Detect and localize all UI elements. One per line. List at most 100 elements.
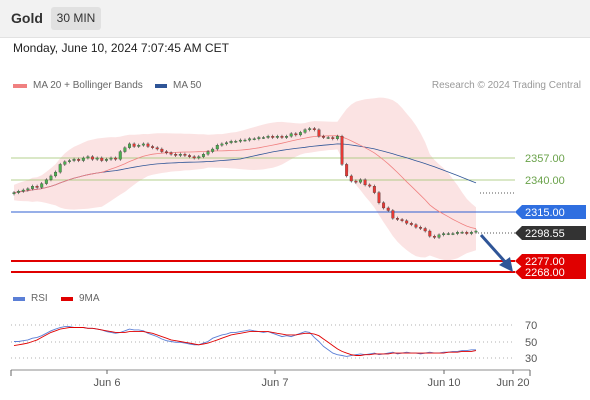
candle-body (215, 145, 219, 150)
candle (331, 135, 335, 141)
candle (423, 226, 427, 233)
candle (215, 143, 219, 151)
candle (400, 217, 404, 223)
candle-body (437, 234, 441, 238)
candle (211, 147, 215, 154)
candle (257, 135, 261, 141)
candle (322, 134, 325, 140)
candle-body (377, 192, 381, 203)
candle (234, 139, 238, 143)
candle (437, 233, 441, 239)
pivot-label: 2315.00 (525, 207, 565, 219)
candle-body (266, 136, 270, 138)
candle (271, 134, 275, 140)
candle (160, 147, 164, 154)
candle (451, 232, 455, 236)
candle (151, 144, 155, 150)
candle (298, 130, 302, 137)
candle-body (275, 136, 279, 138)
candle (280, 134, 284, 140)
candle-body (442, 233, 446, 236)
candle-body (271, 136, 275, 138)
legend-item-ma20-bollinger: MA 20 + Bollinger Bands (13, 80, 143, 91)
candle-body (58, 164, 62, 173)
candles-layer (12, 127, 478, 239)
candle (414, 223, 418, 229)
candle (312, 127, 316, 132)
candle-body (63, 161, 67, 165)
candle (238, 138, 242, 143)
candle-body (188, 155, 192, 157)
candle (201, 152, 205, 159)
candle-body (326, 137, 330, 139)
candle-body (44, 179, 48, 184)
candle (137, 143, 141, 149)
candle-body (257, 137, 261, 139)
candle-body (151, 146, 155, 148)
x-label-jun7: Jun 7 (262, 377, 289, 389)
candle-body (432, 235, 436, 238)
candle-body (183, 154, 187, 156)
candle-body (77, 159, 81, 161)
candle-body (169, 152, 173, 155)
candle (31, 184, 34, 191)
s2-label: 2268.00 (525, 267, 565, 279)
candle-body (280, 136, 284, 138)
candle-body (262, 137, 265, 139)
candle (54, 170, 58, 178)
candle (243, 138, 247, 142)
candle-body (17, 191, 21, 193)
candle (359, 178, 362, 184)
credit-text: Research © 2024 Trading Central (431, 80, 581, 91)
candle-body (128, 143, 131, 148)
candle (308, 127, 312, 132)
candle-body (400, 219, 404, 221)
candle-body (67, 160, 71, 162)
candle (220, 142, 224, 147)
candle-body (146, 143, 150, 147)
candle-body (419, 227, 423, 229)
rsi-level-30: 30 (525, 353, 537, 365)
candle (317, 128, 321, 138)
candle-body (451, 233, 455, 235)
candle (58, 162, 62, 174)
rsi-level-70: 70 (525, 320, 537, 332)
candle-body (428, 230, 432, 237)
candle-body (49, 175, 53, 180)
candle (188, 153, 192, 159)
candle-body (285, 136, 289, 138)
candle-body (155, 147, 159, 150)
candle (44, 178, 48, 186)
candle (141, 142, 145, 147)
candle (72, 157, 76, 163)
candle-body (229, 141, 233, 143)
legend-item-rsi: RSI (13, 293, 48, 304)
bollinger-band-fill (14, 97, 476, 261)
candle (409, 221, 413, 227)
candle-body (405, 220, 409, 224)
candle-body (335, 136, 339, 139)
candle (63, 160, 67, 166)
candle-body (211, 148, 215, 152)
candle (428, 229, 432, 238)
candle (340, 134, 344, 166)
candle (345, 162, 349, 178)
candle-body (465, 232, 469, 234)
candle-body (312, 128, 316, 130)
candle (294, 132, 298, 137)
candle-body (238, 139, 242, 142)
candle (109, 156, 113, 161)
candle (183, 152, 187, 157)
candle-body (331, 137, 335, 139)
timeframe-button[interactable]: 30 MIN (51, 7, 101, 30)
candle (326, 135, 330, 140)
candle (146, 142, 150, 149)
candle (368, 183, 372, 188)
x-label-jun10: Jun 10 (427, 377, 460, 389)
legend-item-9ma: 9MA (61, 293, 100, 304)
candle (49, 174, 53, 182)
candle-body (322, 136, 325, 138)
candle (114, 156, 118, 161)
candle-body (72, 159, 76, 161)
